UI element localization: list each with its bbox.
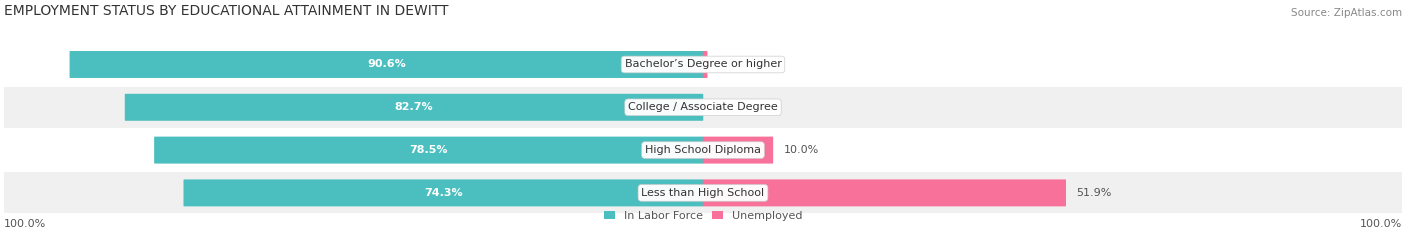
Text: 100.0%: 100.0% (1360, 219, 1402, 229)
Text: 0.6%: 0.6% (717, 59, 747, 69)
FancyBboxPatch shape (4, 172, 1402, 213)
Text: 74.3%: 74.3% (425, 188, 463, 198)
Text: 10.0%: 10.0% (783, 145, 818, 155)
Text: 0.0%: 0.0% (713, 102, 742, 112)
FancyBboxPatch shape (703, 51, 707, 78)
FancyBboxPatch shape (4, 87, 1402, 128)
Text: 78.5%: 78.5% (409, 145, 449, 155)
FancyBboxPatch shape (69, 51, 703, 78)
FancyBboxPatch shape (184, 179, 703, 206)
Text: 90.6%: 90.6% (367, 59, 406, 69)
Text: 82.7%: 82.7% (395, 102, 433, 112)
Text: Source: ZipAtlas.com: Source: ZipAtlas.com (1291, 8, 1402, 18)
Legend: In Labor Force, Unemployed: In Labor Force, Unemployed (599, 206, 807, 225)
Text: 51.9%: 51.9% (1076, 188, 1112, 198)
Text: 100.0%: 100.0% (4, 219, 46, 229)
FancyBboxPatch shape (4, 44, 1402, 85)
FancyBboxPatch shape (155, 137, 703, 164)
FancyBboxPatch shape (4, 130, 1402, 171)
FancyBboxPatch shape (703, 137, 773, 164)
FancyBboxPatch shape (125, 94, 703, 121)
Text: Bachelor’s Degree or higher: Bachelor’s Degree or higher (624, 59, 782, 69)
Text: High School Diploma: High School Diploma (645, 145, 761, 155)
Text: College / Associate Degree: College / Associate Degree (628, 102, 778, 112)
Text: Less than High School: Less than High School (641, 188, 765, 198)
Text: EMPLOYMENT STATUS BY EDUCATIONAL ATTAINMENT IN DEWITT: EMPLOYMENT STATUS BY EDUCATIONAL ATTAINM… (4, 4, 449, 18)
FancyBboxPatch shape (703, 179, 1066, 206)
